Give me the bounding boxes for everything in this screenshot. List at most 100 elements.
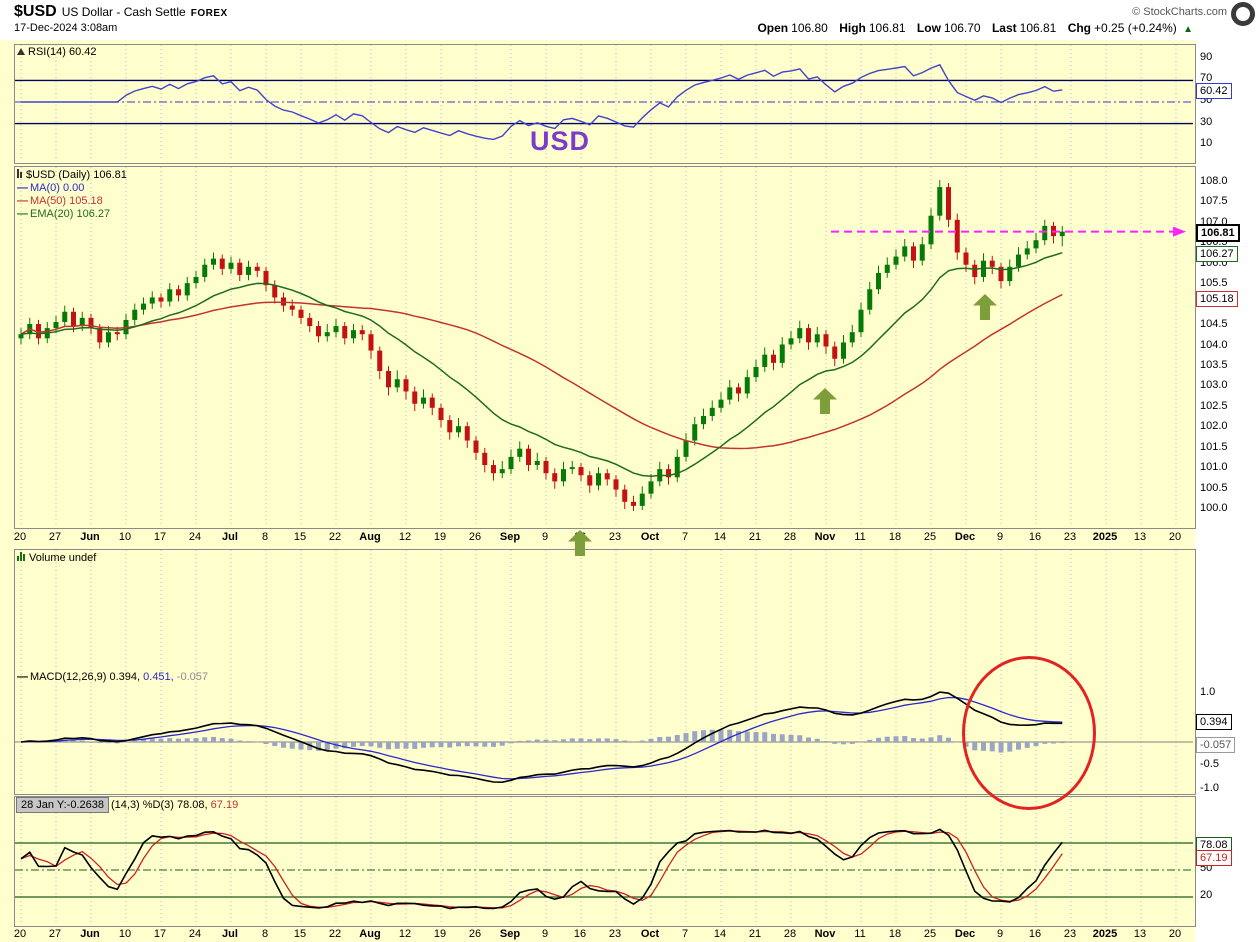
x-axis-label: 9 [541, 928, 549, 940]
macd-value-badge: 0.394 [1196, 714, 1232, 730]
macd-hist-badge: -0.057 [1196, 737, 1236, 753]
x-axis-label: 21 [748, 928, 762, 940]
x-axis-label: Jun [80, 928, 100, 940]
ema20-line [20, 251, 1063, 477]
red-ellipse-annotation [962, 656, 1096, 810]
x-axis-label: 22 [328, 928, 342, 940]
rsi-legend: RSI(14) 60.42 [17, 46, 96, 58]
last-label: Last [991, 21, 1017, 35]
ma0-legend: MA(0) 0.00 [30, 182, 85, 194]
x-axis-label: 11 [854, 531, 866, 543]
open-value: 106.80 [791, 21, 828, 35]
x-axis-label: 12 [398, 928, 412, 940]
x-axis-label: 16 [1028, 928, 1042, 940]
stoch-legend-text: (14,3) %D(3) 78.08, [110, 799, 208, 811]
x-axis-label: 12 [398, 531, 412, 543]
x-axis-label: Dec [954, 928, 976, 940]
x-axis-label: Sep [499, 531, 521, 543]
x-axis-label: 13 [1133, 531, 1147, 543]
macd-line [20, 691, 1063, 784]
y-axis-label: 104.5 [1200, 318, 1228, 331]
macd-signal-value: 0.451, [143, 671, 174, 683]
ma50-line [20, 293, 1063, 450]
x-axis-label: 26 [468, 531, 482, 543]
x-axis-label: 9 [541, 531, 549, 543]
x-axis-label: 2025 [1092, 928, 1118, 940]
x-axis-label: 24 [188, 928, 202, 940]
candlestick-icon [17, 169, 23, 182]
y-axis-label: 90 [1200, 50, 1213, 63]
x-axis-label: Jul [222, 531, 238, 543]
y-axis-label: 104.0 [1200, 338, 1228, 351]
x-axis-label: 23 [608, 928, 622, 940]
ma50-value-badge: 105.18 [1196, 291, 1238, 307]
x-axis-label: 20 [13, 928, 27, 940]
x-axis-label: 24 [188, 531, 202, 543]
y-axis-label: 107.5 [1200, 195, 1228, 208]
stoch-d-badge: 67.19 [1196, 850, 1232, 866]
y-axis-label: 20 [1200, 889, 1213, 901]
last-value: 106.81 [1019, 21, 1057, 35]
x-axis-label: Nov [814, 928, 836, 940]
price-legend-title: $USD (Daily) 106.81 [26, 169, 127, 181]
y-axis-label: 100.5 [1200, 481, 1228, 494]
y-axis-label: 105.5 [1200, 277, 1228, 290]
y-axis-label: -0.5 [1200, 758, 1219, 770]
chg-label: Chg [1067, 21, 1092, 35]
x-axis-label: 15 [293, 531, 307, 543]
x-axis-bottom: 20 27 Jun 10 17 24 Jul 8 15 22 Aug 12 19 26 Sep 9 16 23 Oc… [0, 928, 1257, 942]
x-axis-label: 17 [153, 531, 167, 543]
stockcharts-logo-icon[interactable] [1231, 2, 1255, 26]
ema20-legend: EMA(20) 106.27 [30, 208, 111, 220]
x-axis-label: Oct [640, 928, 660, 940]
x-axis-label: 16 [573, 928, 587, 940]
y-axis-label: 100.0 [1200, 502, 1228, 514]
x-axis-label: 13 [1133, 928, 1147, 940]
rsi-panel[interactable] [14, 44, 1196, 164]
x-axis-label: 16 [1028, 531, 1042, 543]
x-axis-label: 9 [996, 531, 1004, 543]
macd-value: 0.394, [109, 671, 141, 683]
macd-legend: — MACD(12,26,9) 0.394, 0.451, -0.057 [17, 671, 208, 683]
x-axis-label: 28 [783, 928, 797, 940]
rsi-legend-text: RSI(14) 60.42 [28, 46, 97, 58]
x-axis-label: 10 [118, 928, 132, 940]
stoch-d-line [20, 830, 1063, 909]
x-axis-label: Aug [359, 928, 381, 940]
x-axis-label: Oct [640, 531, 660, 543]
x-axis-label: Sep [499, 928, 521, 940]
price-panel[interactable] [14, 166, 1196, 529]
symbol: $USD [14, 3, 57, 20]
x-axis-label: 19 [433, 531, 447, 543]
rsi-value-badge: 60.42 [1196, 83, 1232, 99]
y-axis-label: 102.0 [1200, 420, 1228, 433]
price-legend: $USD (Daily) 106.81 — MA(0) 0.00 — MA(50) … [17, 169, 127, 221]
last-price-badge: 106.81 [1196, 224, 1240, 242]
stochastic-panel[interactable] [14, 796, 1196, 927]
x-axis-label: 10 [118, 531, 132, 543]
volume-legend: Volume undef [17, 552, 96, 564]
y-axis-label: -1.0 [1200, 782, 1219, 794]
y-axis-label: 1.0 [1200, 686, 1216, 698]
y-axis-label: 101.0 [1200, 461, 1228, 474]
x-axis-label: 18 [888, 928, 902, 940]
x-axis-label: Jul [222, 928, 238, 940]
macd-histogram [18, 729, 1065, 753]
y-axis-label: 30 [1200, 115, 1213, 128]
volume-bars-icon [17, 552, 26, 564]
x-axis-label: 15 [293, 928, 307, 940]
x-axis-label: 25 [923, 531, 937, 543]
y-axis-label: 108.0 [1200, 175, 1228, 187]
usd-text-annotation: USD [530, 126, 591, 156]
x-axis-label: 20 [13, 531, 27, 543]
y-axis-label: 101.5 [1200, 440, 1228, 453]
x-axis-label: 28 [783, 531, 797, 543]
x-axis-label: 11 [854, 928, 866, 940]
x-axis-label: 23 [1063, 928, 1077, 940]
x-axis-label: 26 [468, 928, 482, 940]
high-value: 106.81 [868, 21, 906, 35]
crosshair-tooltip: 28 Jan Y:-0.2638 [16, 797, 109, 813]
chg-value: +0.25 (+0.24%) [1094, 21, 1177, 35]
indicator-icon [17, 48, 25, 55]
x-axis-label: 7 [681, 928, 689, 940]
